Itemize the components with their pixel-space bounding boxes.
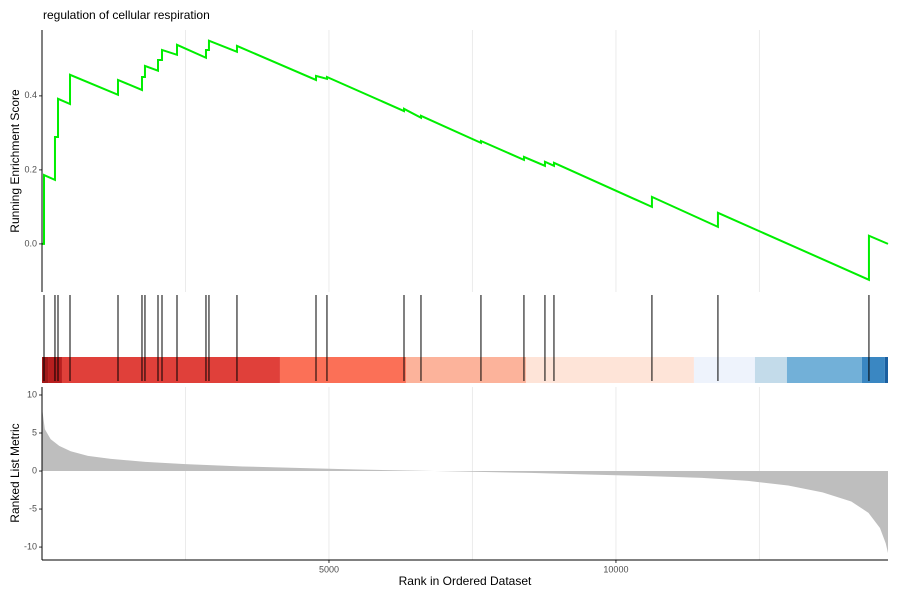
- x-tick-label: 10000: [603, 564, 628, 574]
- y-tick-label: 0.0: [24, 238, 37, 248]
- enrichment-line: [42, 39, 889, 282]
- rank-band: [861, 357, 885, 383]
- y-tick-label: -10: [24, 541, 37, 551]
- x-axis-label: Rank in Ordered Dataset: [399, 574, 532, 588]
- rank-band: [405, 357, 526, 383]
- y-tick-label: -5: [29, 503, 37, 513]
- rank-band: [525, 357, 694, 383]
- x-tick-label: 5000: [319, 564, 339, 574]
- y-axis-label: Running Enrichment Score: [8, 89, 22, 233]
- y-axis-label: Ranked List Metric: [8, 423, 22, 522]
- y-tick-label: 0.2: [24, 164, 37, 174]
- y-tick-label: 10: [27, 389, 37, 399]
- rank-band: [786, 357, 862, 383]
- rank-band: [279, 357, 406, 383]
- y-tick-label: 0: [32, 465, 37, 475]
- y-tick-label: 0.4: [24, 90, 37, 100]
- chart-title: regulation of cellular respiration: [43, 8, 210, 22]
- rank-band: [754, 357, 787, 383]
- rank-band: [693, 357, 755, 383]
- rank-band: [42, 357, 49, 383]
- rank-band: [61, 357, 280, 383]
- rank-band: [884, 357, 888, 383]
- y-tick-label: 5: [32, 427, 37, 437]
